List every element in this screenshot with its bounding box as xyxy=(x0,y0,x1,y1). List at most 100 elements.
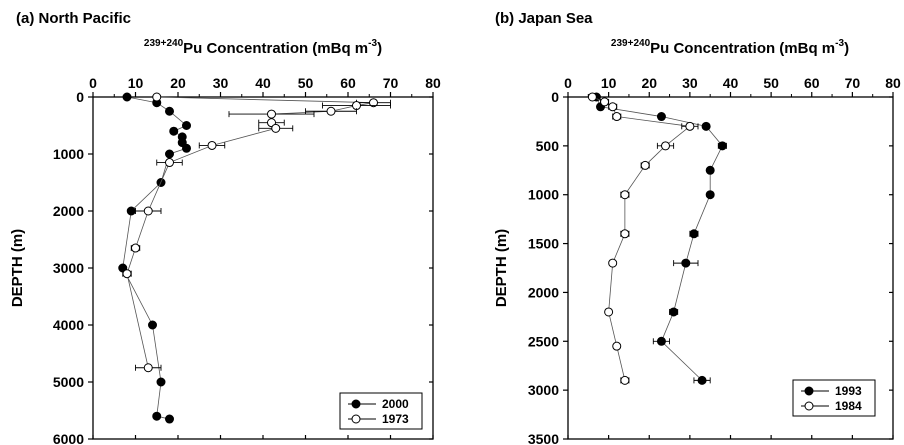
panel-2-series-1984-point xyxy=(608,102,618,112)
panel-2-x-tick-label: 80 xyxy=(885,75,901,91)
panel-1-series-2000-point xyxy=(156,377,166,387)
panel-2-legend-label: 1993 xyxy=(835,384,862,398)
panel-1-y-tick-label: 2000 xyxy=(53,203,84,219)
panel-2-series-1984-point xyxy=(612,341,622,351)
panel-2-y-tick-label: 1000 xyxy=(528,187,559,203)
panel-2-series-1993-line xyxy=(596,96,723,381)
panel-1-x-tick-label: 50 xyxy=(298,75,314,91)
panel-2-series-1993-point xyxy=(705,190,715,200)
panel-1-series-2000-line xyxy=(122,96,188,420)
panel-2-series-1993-point xyxy=(697,375,707,385)
panel-2-series-1993-point xyxy=(701,121,711,131)
panel-1-y-axis-title: DEPTH (m) xyxy=(9,229,26,307)
panel-2-series-1984-point xyxy=(620,190,630,200)
panel-1-legend-marker xyxy=(351,399,361,409)
panel-2-series-1984-point xyxy=(600,97,610,107)
panel-2-series-1993-point xyxy=(681,258,691,268)
panel-2-legend-box xyxy=(792,379,876,417)
panel-1-x-tick-label: 30 xyxy=(213,75,229,91)
panel-2-series-1993-point xyxy=(689,229,699,239)
panel-2-x-tick-label: 60 xyxy=(804,75,820,91)
panel-2-x-tick-label: 0 xyxy=(564,75,572,91)
panel-2-series-1993-point xyxy=(656,336,666,346)
panel-2-series-1984-point xyxy=(685,121,695,131)
panel-1-plot-frame xyxy=(92,96,434,440)
panel-2-y-tick-label: 1500 xyxy=(528,236,559,252)
panel-1-y-tick-label: 1000 xyxy=(53,146,84,162)
panel-2-series-1984-point xyxy=(661,141,670,151)
panel-1-legend-label: 2000 xyxy=(382,397,409,411)
panel-2-y-tick-label: 3500 xyxy=(528,431,559,445)
panel-1-series-2000-point xyxy=(182,121,191,130)
panel-2-y-tick-label: 0 xyxy=(551,89,559,105)
panel-1-x-tick-label: 10 xyxy=(128,75,144,91)
panel-2-series-1993-point xyxy=(656,112,666,122)
panel-1-series-1973-point xyxy=(122,269,132,279)
panel-1-series-1973-point xyxy=(271,123,281,133)
panel-1-series-1973-point xyxy=(207,140,217,150)
panel-1-x-tick-label: 60 xyxy=(340,75,356,91)
panel-1-series-2000-point xyxy=(126,206,136,216)
panel-1-series-2000-point xyxy=(165,149,174,159)
panel-2-x-axis-title: 239+240Pu Concentration (mBq m-3) xyxy=(611,38,849,57)
panel-1-series-1973-point xyxy=(267,109,276,119)
panel-1-series-2000-point xyxy=(148,320,157,330)
panel-2-legend-marker xyxy=(804,386,814,396)
panel-2-series-1984-point xyxy=(620,375,630,385)
panel-1-y-tick-label: 6000 xyxy=(53,431,84,445)
panel-1-y-tick-label: 5000 xyxy=(53,374,84,390)
panel-1-series-2000-point xyxy=(182,143,191,153)
panel-2-title: (b) Japan Sea xyxy=(495,10,593,27)
panel-1-series-1973-point xyxy=(152,92,162,102)
panel-2-legend-label: 1984 xyxy=(835,399,862,413)
panel-1-series-1973-point xyxy=(165,158,174,168)
panel-1-series-1973-line xyxy=(126,96,374,368)
panel-2-series-1993-point xyxy=(705,165,715,175)
panel-1-series-2000-point xyxy=(169,126,179,136)
panel-1-legend-marker xyxy=(351,414,361,424)
panel-1-x-tick-label: 40 xyxy=(255,75,271,91)
panel-1-series-1973-point xyxy=(143,206,153,216)
panel-2-series-1984-point xyxy=(620,229,630,239)
panel-2-series-1984-point xyxy=(604,307,614,317)
panel-1-series-1973-point xyxy=(131,243,140,253)
panel-2-series-1984-point xyxy=(608,258,618,268)
panel-1-x-axis-title: 239+240Pu Concentration (mBq m-3) xyxy=(144,38,382,57)
panel-2-x-tick-label: 40 xyxy=(723,75,739,91)
panel-1-series-2000-point xyxy=(152,411,162,421)
panel-2-series-1984-point xyxy=(587,92,597,102)
panel-1-x-tick-label: 80 xyxy=(425,75,441,91)
panel-2-series-1984-line xyxy=(592,96,691,381)
panel-1-title: (a) North Pacific xyxy=(16,10,131,27)
panel-1-x-tick-label: 0 xyxy=(89,75,97,91)
panel-2-x-tick-label: 10 xyxy=(601,75,617,91)
panel-2-x-tick-label: 20 xyxy=(641,75,657,91)
panel-1-series-1973-point xyxy=(143,363,153,373)
panel-1-series-1973-point xyxy=(369,98,378,108)
panel-1-y-tick-label: 0 xyxy=(76,89,84,105)
panel-2-y-axis-title: DEPTH (m) xyxy=(493,229,510,307)
panel-1-x-tick-label: 20 xyxy=(170,75,186,91)
panel-1-y-tick-label: 3000 xyxy=(53,260,84,276)
panel-2-series-1993-point xyxy=(717,141,727,151)
panel-2-y-tick-label: 2500 xyxy=(528,333,559,349)
panel-1-series-2000-point xyxy=(165,414,174,424)
panel-2-series-1984-point xyxy=(612,112,622,122)
panel-1-x-tick-label: 70 xyxy=(383,75,399,91)
panel-2-y-tick-label: 500 xyxy=(536,138,560,154)
panel-2-legend-marker xyxy=(804,401,814,411)
panel-1-series-2000-point xyxy=(165,106,174,116)
panel-2-series-1993-point xyxy=(669,307,679,317)
panel-1-series-2000-point xyxy=(122,92,132,102)
panel-2-y-tick-label: 3000 xyxy=(528,382,559,398)
panel-1-legend-box xyxy=(339,392,423,430)
panel-1-y-tick-label: 4000 xyxy=(53,317,84,333)
panel-1-series-1973-point xyxy=(326,106,336,116)
panel-2-x-tick-label: 30 xyxy=(682,75,698,91)
panel-2-y-tick-label: 2000 xyxy=(528,284,559,300)
panel-2-series-1984-point xyxy=(640,160,650,170)
panel-1-legend-label: 1973 xyxy=(382,412,409,426)
panel-2-x-tick-label: 70 xyxy=(845,75,861,91)
panel-2-x-tick-label: 50 xyxy=(763,75,779,91)
